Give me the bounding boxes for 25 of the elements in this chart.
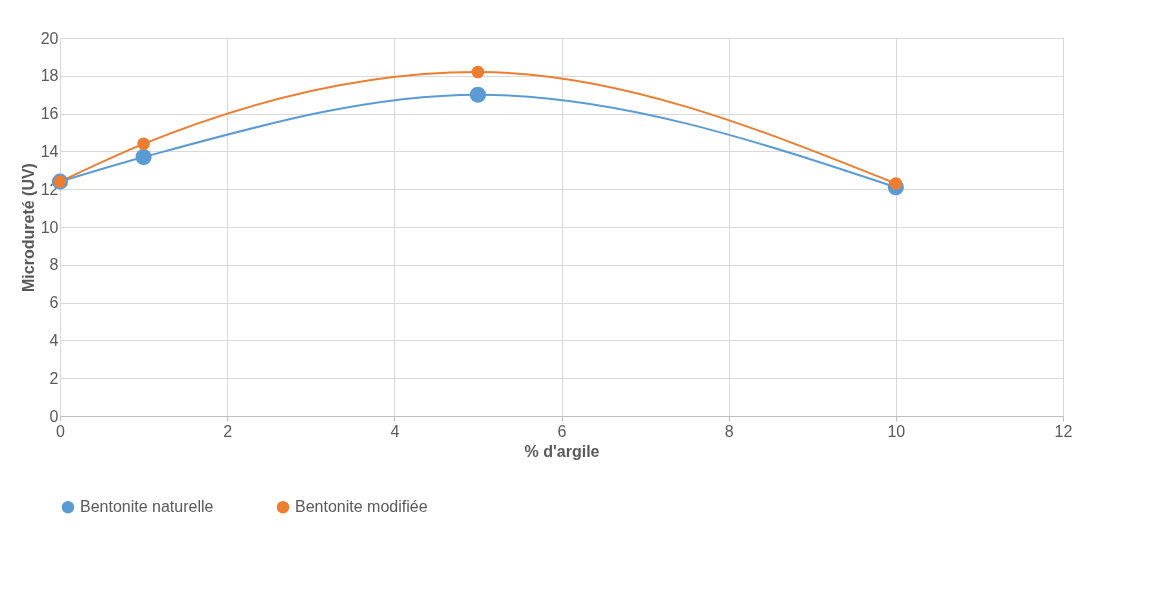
- x-tick-label: 4: [390, 422, 400, 440]
- y-axis-title: Microdureté (UV): [19, 163, 37, 292]
- y-tick-label: 20: [40, 29, 59, 47]
- x-tick-label: 8: [724, 422, 734, 440]
- x-tick-label: 6: [557, 422, 567, 440]
- point: [471, 65, 485, 79]
- y-tick-label: 4: [49, 331, 59, 349]
- y-tick-label: 10: [40, 218, 59, 236]
- y-tick-label: 2: [49, 369, 59, 387]
- point: [469, 86, 486, 103]
- x-tick-label: 12: [1054, 422, 1073, 440]
- point: [135, 149, 152, 166]
- x-tick-label: 2: [223, 422, 233, 440]
- y-tick-label: 14: [40, 142, 59, 160]
- y-tick-label: 8: [49, 256, 59, 274]
- point: [889, 177, 903, 190]
- x-tick-label: 10: [887, 422, 906, 440]
- legend-label: Bentonite modifiée: [295, 498, 428, 516]
- y-tick-label: 6: [49, 294, 59, 312]
- y-tick-label: 0: [49, 407, 59, 425]
- y-tick-label: 16: [40, 105, 59, 123]
- y-tick-label: 18: [40, 67, 59, 85]
- x-axis-title: % d'argile: [524, 442, 600, 460]
- legend-label: Bentonite naturelle: [80, 498, 214, 516]
- point: [137, 137, 150, 151]
